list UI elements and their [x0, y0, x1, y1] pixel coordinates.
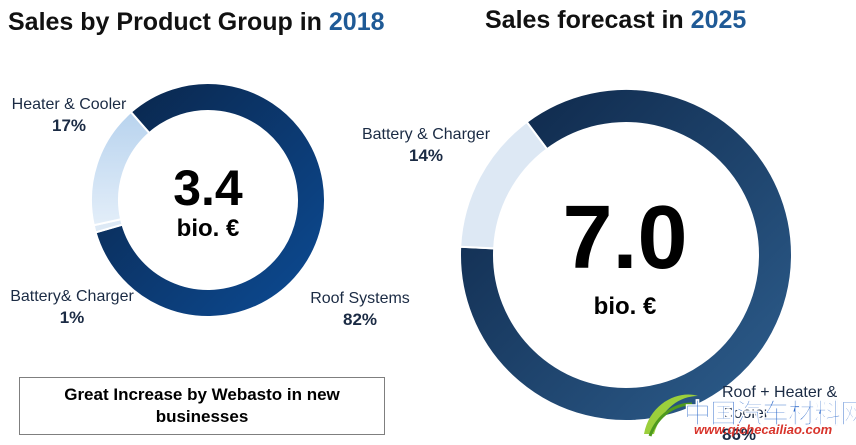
chart-title-2025: Sales forecast in 2025: [485, 6, 747, 34]
watermark-cn: 中国汽车材料网: [684, 399, 856, 431]
label-heater-cooler: Heater & Cooler 17%: [11, 96, 127, 135]
label-roof-systems: Roof Systems 82%: [310, 290, 410, 329]
donut-2018-center: 3.4 bio. €: [148, 160, 268, 242]
center-unit-2025: bio. €: [593, 293, 657, 320]
watermark-swoosh-icon: [644, 394, 698, 437]
donut-2025-center: 7.0 bio. €: [525, 190, 725, 322]
watermark-url: www.qichecailiao.com: [694, 422, 833, 437]
label-battery-charger-2025: Battery & Charger 14%: [361, 126, 491, 165]
label-battery-charger-2018: Battery& Charger 1%: [10, 288, 134, 327]
donut-segment-roof-heater-cooler: [459, 88, 793, 422]
center-value-2018: 3.4: [173, 160, 243, 216]
label-roof-heater-cooler: Roof + Heater & Cooler 86%: [722, 384, 838, 444]
donut-segment-roof-systems: [94, 82, 326, 318]
watermark: 中国汽车材料网 www.qichecailiao.com: [640, 382, 856, 444]
donut-segment-heater-cooler: [90, 110, 151, 227]
donut-segment-battery-charger: [459, 120, 549, 250]
note-box: Great Increase by Webasto in new busines…: [19, 377, 385, 435]
center-unit-2018: bio. €: [176, 215, 240, 242]
chart-title-2018: Sales by Product Group in 2018: [8, 8, 385, 36]
center-value-2025: 7.0: [562, 188, 688, 288]
